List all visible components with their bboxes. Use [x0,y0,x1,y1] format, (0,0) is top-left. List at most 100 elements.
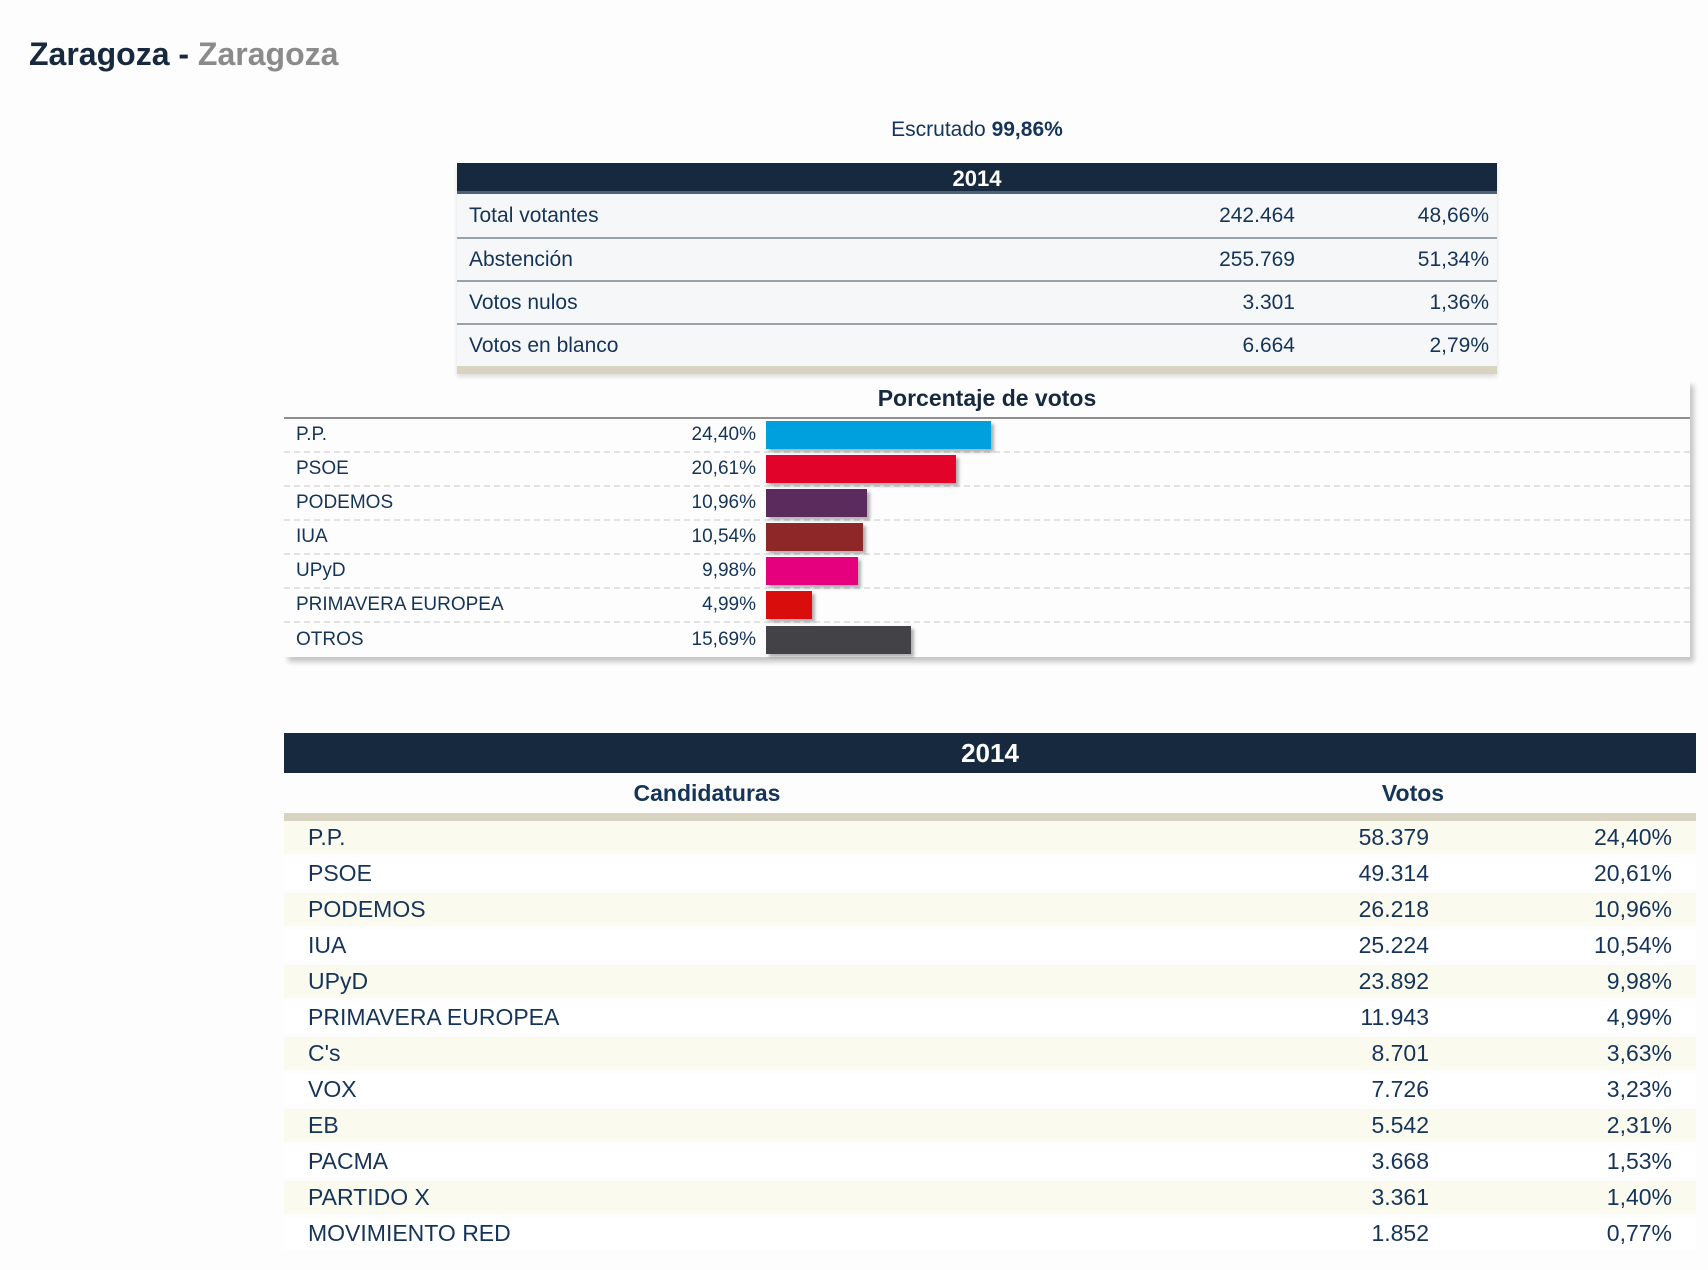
results-table-header-divider [284,813,1696,821]
summary-row-votes: 255.769 [1219,247,1295,271]
chart-row: PRIMAVERA EUROPEA 4,99% [284,589,1690,623]
chart-row: IUA 10,54% [284,521,1690,555]
party-pct: 24,40% [1593,824,1672,850]
party-pct: 10,96% [1593,896,1672,922]
party-name: PARTIDO X [308,1184,430,1210]
chart-category-label: P.P. [296,424,328,445]
column-header-candidaturas: Candidaturas [633,779,781,806]
chart-bar [766,455,957,483]
results-table: 2014 Candidaturas Votos P.P. 58.379 24,4… [284,733,1696,1253]
summary-row-votes: 242.464 [1219,203,1295,227]
summary-row-pct: 48,66% [1417,203,1489,227]
summary-row-votes: 6.664 [1242,333,1295,357]
chart-row: PODEMOS 10,96% [284,487,1690,521]
table-row: EB 5.542 2,31% [284,1109,1696,1142]
party-votes: 7.726 [1371,1076,1429,1102]
summary-table-year-header: 2014 [457,163,1497,194]
chart-bar-area [766,623,1690,657]
table-row: Votos en blanco 6.664 2,79% [457,323,1497,366]
chart-category-label: UPyD [296,560,346,581]
chart-row: OTROS 15,69% [284,623,1690,657]
results-table-body: P.P. 58.379 24,40% PSOE 49.314 20,61% PO… [284,821,1696,1250]
summary-row-label: Votos en blanco [469,333,619,357]
party-votes: 26.218 [1358,896,1429,922]
chart-value-label: 20,61% [691,458,756,479]
party-name: PRIMAVERA EUROPEA [308,1004,560,1030]
summary-row-pct: 2,79% [1429,333,1489,357]
chart-bar-area [766,555,1690,587]
results-table-column-headers: Candidaturas Votos [284,773,1696,813]
page-title: Zaragoza - Zaragoza [29,36,338,73]
chart-category-label: PRIMAVERA EUROPEA [296,594,504,615]
column-header-votos: Votos [1381,779,1445,806]
party-name: EB [308,1112,339,1138]
party-votes: 3.668 [1371,1148,1429,1174]
chart-bar-area [766,453,1690,485]
summary-table-bottom-divider [457,366,1497,374]
party-name: MOVIMIENTO RED [308,1220,511,1246]
chart-bar [766,421,992,449]
table-row: MOVIMIENTO RED 1.852 0,77% [284,1217,1696,1250]
title-separator: - [178,36,190,72]
chart-value-label: 24,40% [691,424,756,445]
chart-value-label: 10,54% [691,526,756,547]
summary-row-pct: 51,34% [1417,247,1489,271]
party-name: C's [308,1040,341,1066]
party-votes: 3.361 [1371,1184,1429,1210]
vote-percentage-chart: Porcentaje de votos P.P. 24,40% PSOE 20,… [284,380,1690,657]
chart-bar-area [766,521,1690,553]
chart-value-label: 9,98% [702,560,756,581]
party-votes: 1.852 [1371,1220,1429,1246]
table-row: VOX 7.726 3,23% [284,1073,1696,1106]
summary-row-votes: 3.301 [1242,290,1295,314]
party-name: PSOE [308,860,372,886]
party-votes: 49.314 [1358,860,1429,886]
chart-value-label: 4,99% [702,594,756,615]
summary-row-label: Total votantes [469,203,599,227]
party-pct: 4,99% [1606,1004,1672,1030]
chart-bar [766,523,864,551]
table-row: P.P. 58.379 24,40% [284,821,1696,854]
party-votes: 25.224 [1358,932,1429,958]
chart-bar [766,626,911,654]
table-row: Votos nulos 3.301 1,36% [457,280,1497,323]
escrutado-label: Escrutado [891,118,986,141]
party-votes: 11.943 [1360,1004,1429,1030]
party-votes: 5.542 [1371,1112,1429,1138]
chart-row: P.P. 24,40% [284,419,1690,453]
table-row: Total votantes 242.464 48,66% [457,194,1497,237]
chart-bar-area [766,419,1690,451]
table-row: PODEMOS 26.218 10,96% [284,893,1696,926]
chart-row: PSOE 20,61% [284,453,1690,487]
summary-row-label: Abstención [469,247,573,271]
chart-bar [766,591,813,619]
party-name: P.P. [308,824,346,850]
chart-category-label: IUA [296,526,328,547]
table-row: UPyD 23.892 9,98% [284,965,1696,998]
chart-row: UPyD 9,98% [284,555,1690,589]
party-votes: 58.379 [1358,824,1429,850]
escrutado-status: Escrutado 99,86% [457,118,1497,142]
table-row: Abstención 255.769 51,34% [457,237,1497,280]
municipality-name: Zaragoza [197,36,339,72]
table-row: PACMA 3.668 1,53% [284,1145,1696,1178]
party-pct: 20,61% [1593,860,1672,886]
table-row: C's 8.701 3,63% [284,1037,1696,1070]
table-row: PSOE 49.314 20,61% [284,857,1696,890]
table-row: PRIMAVERA EUROPEA 11.943 4,99% [284,1001,1696,1034]
party-pct: 10,54% [1593,932,1672,958]
table-row: IUA 25.224 10,54% [284,929,1696,962]
chart-value-label: 10,96% [691,492,756,513]
results-table-year-header: 2014 [284,733,1696,773]
party-name: UPyD [308,968,369,994]
party-pct: 1,40% [1606,1184,1672,1210]
chart-value-label: 15,69% [691,629,756,650]
party-pct: 9,98% [1606,968,1672,994]
chart-category-label: PODEMOS [296,492,394,513]
party-name: IUA [308,932,347,958]
escrutado-value: 99,86% [991,118,1063,141]
chart-bar [766,557,859,585]
party-name: PACMA [308,1148,389,1174]
table-row: PARTIDO X 3.361 1,40% [284,1181,1696,1214]
